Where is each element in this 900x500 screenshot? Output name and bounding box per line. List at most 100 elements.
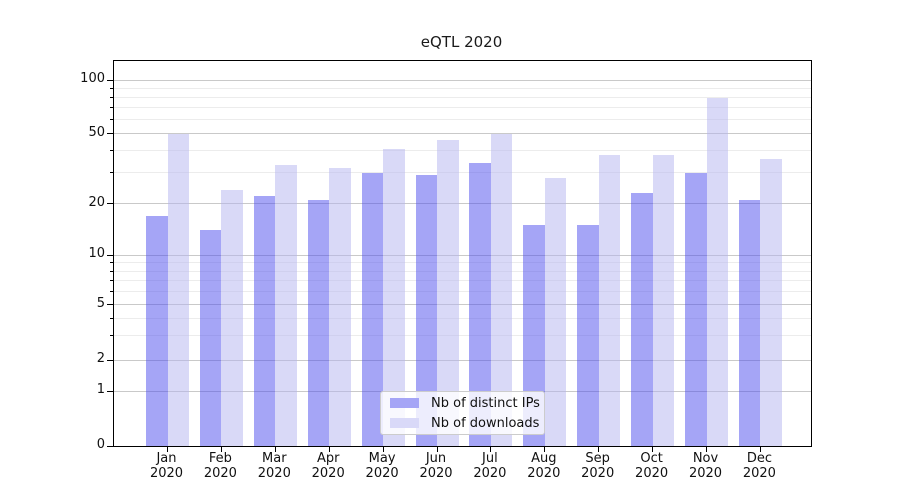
x-tick-year-Mar: 2020 <box>257 466 291 481</box>
y-minor-tick-80 <box>110 96 113 98</box>
x-tick-year-Feb: 2020 <box>203 466 237 481</box>
x-tick-Nov <box>706 447 707 452</box>
x-tick-year-May: 2020 <box>365 466 399 481</box>
y-minor-tick-70 <box>110 107 113 109</box>
grid-line-minor-3 <box>114 335 811 337</box>
y-tick-label-2: 2 <box>96 351 105 367</box>
bar-distinct-ips-Jun <box>415 175 437 446</box>
y-tick-label-5: 5 <box>96 295 105 311</box>
y-minor-tick-9 <box>110 262 113 264</box>
y-minor-tick-7 <box>110 280 113 282</box>
grid-line-minor-8 <box>114 270 811 272</box>
x-tick-Mar <box>274 447 276 452</box>
grid-line-minor-90 <box>114 87 811 89</box>
x-tick-label-Oct: Oct 2020 <box>622 451 682 481</box>
y-minor-tick-30 <box>110 172 113 174</box>
x-tick-label-Sep: Sep 2020 <box>568 451 628 481</box>
y-tick-label-1: 1 <box>96 382 105 397</box>
x-tick-Feb <box>220 447 222 452</box>
y-tick-label-20: 20 <box>88 194 105 210</box>
y-tick-10 <box>107 254 113 256</box>
x-tick-label-Jul: Jul 2020 <box>460 451 520 481</box>
bar-distinct-ips-Jan <box>146 215 168 446</box>
legend: Nb of distinct IPs Nb of downloads <box>380 391 545 435</box>
x-tick-Jul <box>490 447 492 452</box>
bar-downloads-Oct <box>652 154 675 446</box>
bar-downloads-Mar <box>275 165 297 446</box>
x-tick-label-Dec: Dec 2020 <box>729 451 789 481</box>
x-tick-label-Nov: Nov 2020 <box>676 451 736 481</box>
bar-downloads-May <box>383 148 405 446</box>
plot-area <box>107 60 812 452</box>
x-tick-year-Dec: 2020 <box>742 466 776 481</box>
grid-line-major-50 <box>114 133 811 135</box>
legend-swatch-distinct-ips <box>390 398 419 408</box>
grid-line-major-20 <box>114 203 811 205</box>
bar-downloads-Dec <box>760 158 782 446</box>
y-minor-tick-40 <box>110 150 113 152</box>
grid-line-minor-30 <box>114 172 811 174</box>
y-minor-tick-90 <box>110 87 113 89</box>
x-tick-year-Apr: 2020 <box>311 466 345 481</box>
x-tick-label-Jun: Jun 2020 <box>406 451 466 481</box>
x-tick-Oct <box>652 447 654 452</box>
grid-line-major-2 <box>114 359 811 361</box>
x-tick-Sep <box>598 447 600 452</box>
bar-distinct-ips-Dec <box>738 199 761 446</box>
chart-title: eQTL 2020 <box>420 33 503 51</box>
bar-distinct-ips-May <box>361 172 384 446</box>
bar-distinct-ips-Aug <box>523 225 545 446</box>
x-tick-year-Jan: 2020 <box>149 466 184 481</box>
grid-line-minor-80 <box>114 96 811 98</box>
bar-downloads-Aug <box>544 177 567 446</box>
y-minor-tick-4 <box>110 317 113 319</box>
y-tick-0 <box>107 445 113 447</box>
legend-item-distinct-ips: Nb of distinct IPs <box>390 394 544 412</box>
y-tick-1 <box>107 390 113 392</box>
x-tick-label-Mar: Mar 2020 <box>244 451 304 481</box>
grid-line-minor-4 <box>114 317 811 319</box>
x-tick-Dec <box>759 447 761 452</box>
y-tick-20 <box>107 203 113 205</box>
x-tick-label-Aug: Aug 2020 <box>514 451 574 481</box>
x-tick-May <box>382 447 384 452</box>
bar-distinct-ips-Jul <box>469 163 491 446</box>
grid-line-minor-70 <box>114 107 811 109</box>
y-tick-label-50: 50 <box>88 124 105 140</box>
x-tick-year-Aug: 2020 <box>527 466 561 481</box>
y-tick-2 <box>107 359 113 361</box>
y-tick-50 <box>107 133 113 135</box>
x-tick-Aug <box>544 447 546 452</box>
x-tick-Jun <box>436 447 438 452</box>
x-tick-year-Oct: 2020 <box>635 466 669 481</box>
y-tick-5 <box>107 304 113 306</box>
y-tick-label-10: 10 <box>88 246 105 262</box>
y-minor-tick-6 <box>110 291 113 293</box>
x-tick-Apr <box>328 447 330 452</box>
bar-downloads-Jan <box>167 133 189 446</box>
x-tick-year-Sep: 2020 <box>581 466 615 481</box>
legend-swatch-downloads <box>390 418 419 428</box>
x-tick-label-Jan: Jan 2020 <box>137 451 197 481</box>
legend-item-downloads: Nb of downloads <box>390 414 544 432</box>
x-tick-label-Apr: Apr 2020 <box>298 451 358 481</box>
bar-distinct-ips-Oct <box>631 193 653 446</box>
x-tick-label-May: May 2020 <box>352 451 412 481</box>
y-tick-label-100: 100 <box>80 71 105 87</box>
grid-line-minor-60 <box>114 119 811 121</box>
grid-line-major-5 <box>114 304 811 306</box>
grid-line-major-10 <box>114 254 811 256</box>
bar-distinct-ips-Nov <box>685 172 707 446</box>
y-tick-100 <box>107 79 113 81</box>
bar-downloads-Feb <box>221 189 243 446</box>
legend-label-distinct-ips: Nb of distinct IPs <box>431 395 540 411</box>
grid-line-minor-7 <box>114 280 811 282</box>
bar-downloads-Nov <box>706 98 728 446</box>
x-tick-label-Feb: Feb 2020 <box>190 451 250 481</box>
bar-downloads-Jul <box>490 133 513 446</box>
bar-downloads-Sep <box>598 154 621 446</box>
bar-downloads-Apr <box>329 167 351 446</box>
bar-distinct-ips-Feb <box>199 230 222 446</box>
legend-label-downloads: Nb of downloads <box>431 415 540 431</box>
